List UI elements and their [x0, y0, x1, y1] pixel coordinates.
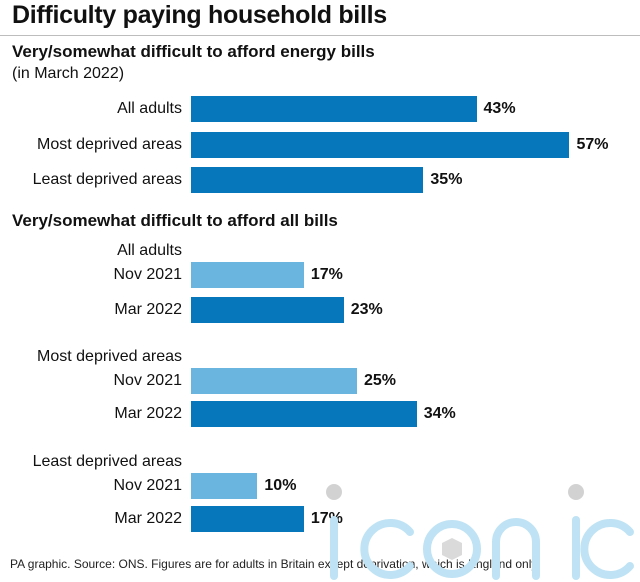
energy-0-label: All adults: [117, 100, 182, 117]
energy-0-bar: [191, 96, 477, 122]
energy-section-subtitle: (in March 2022): [12, 65, 125, 82]
allbills-1-0-bar: [191, 368, 357, 394]
allbills-1-0-value: 25%: [364, 372, 397, 389]
allbills-1-1-value: 34%: [423, 405, 456, 422]
group-label-2: Least deprived areas: [32, 453, 182, 470]
allbills-1-1-bar: [191, 401, 417, 427]
energy-1-label: Most deprived areas: [37, 136, 182, 153]
title-divider: [0, 35, 640, 36]
page-title: Difficulty paying household bills: [12, 1, 387, 29]
energy-1-bar: [191, 132, 570, 158]
allbills-2-0-value: 10%: [264, 477, 297, 494]
energy-2-label: Least deprived areas: [32, 171, 182, 188]
energy-1-value: 57%: [576, 136, 609, 153]
allbills-2-1-bar: [191, 506, 304, 532]
group-label-1: Most deprived areas: [37, 348, 182, 365]
allbills-2-0-label: Nov 2021: [113, 477, 183, 494]
allbills-0-0-value: 17%: [310, 266, 343, 283]
energy-2-bar: [191, 167, 424, 193]
all-bills-section-title: Very/somewhat difficult to afford all bi…: [12, 211, 338, 230]
allbills-2-1-label: Mar 2022: [114, 510, 182, 527]
allbills-0-1-bar: [191, 297, 344, 323]
allbills-0-1-label: Mar 2022: [114, 301, 182, 318]
group-label-0: All adults: [117, 242, 182, 259]
energy-section-title: Very/somewhat difficult to afford energy…: [12, 42, 375, 61]
allbills-1-0-label: Nov 2021: [113, 372, 183, 389]
energy-0-value: 43%: [483, 100, 516, 117]
allbills-0-0-bar: [191, 262, 304, 288]
energy-2-value: 35%: [430, 171, 463, 188]
allbills-1-1-label: Mar 2022: [114, 405, 182, 422]
iconic-watermark-logo: [326, 484, 634, 580]
allbills-2-0-bar: [191, 473, 258, 499]
allbills-0-1-value: 23%: [350, 301, 383, 318]
allbills-0-0-label: Nov 2021: [113, 266, 183, 283]
